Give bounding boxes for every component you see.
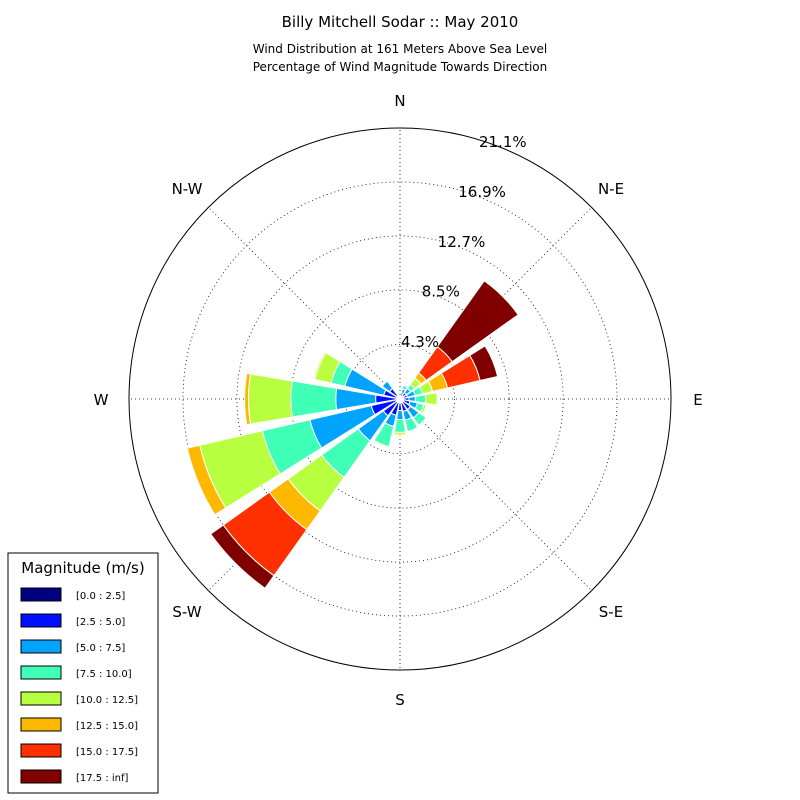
wind-bar-segment <box>424 392 438 406</box>
radial-tick-label: 21.1% <box>479 133 527 151</box>
wind-bar-segment <box>436 280 519 363</box>
wind-bar-segment <box>290 380 338 418</box>
legend-swatch <box>20 665 62 680</box>
legend-label: [17.5 : inf] <box>76 773 129 784</box>
legend-label: [0.0 : 2.5] <box>76 591 125 602</box>
legend-swatch <box>20 639 62 654</box>
radial-tick-label: 12.7% <box>438 233 486 251</box>
legend-label: [2.5 : 5.0] <box>76 617 125 628</box>
legend-label: [10.0 : 12.5] <box>76 695 138 706</box>
legend-swatch <box>20 587 62 602</box>
direction-label: S-E <box>599 603 623 621</box>
spoke-gridline <box>208 207 401 400</box>
legend-title: Magnitude (m/s) <box>21 559 144 577</box>
legend: Magnitude (m/s) [0.0 : 2.5] [2.5 : 5.0] [5… <box>7 552 159 794</box>
ring-gridline <box>182 181 618 617</box>
wind-bar-segment <box>420 403 427 414</box>
wind-bar-segment <box>412 411 427 426</box>
direction-label: W <box>94 391 109 409</box>
chart-subtitle-line-2: Percentage of Wind Magnitude Towards Dir… <box>253 60 547 74</box>
legend-swatch <box>20 743 62 758</box>
wind-bar-segment <box>210 524 275 589</box>
wind-bar-segment <box>372 439 390 449</box>
wind-bar-segment <box>397 395 401 399</box>
legend-label: [15.0 : 17.5] <box>76 747 138 758</box>
direction-label: N-W <box>172 180 203 198</box>
outer-circle <box>128 127 672 671</box>
wind-bar-segment <box>393 431 407 436</box>
wind-bar-segment <box>381 380 394 393</box>
wind-bar-segment <box>393 418 407 433</box>
direction-label: N <box>394 92 405 110</box>
legend-entries: [0.0 : 2.5] [2.5 : 5.0] [5.0 : 7.5] [7.5 : … <box>20 587 138 784</box>
polar-grid <box>128 127 672 671</box>
wind-bars <box>186 280 519 589</box>
wind-bar-segment <box>414 394 427 404</box>
ring-gridline <box>345 344 455 454</box>
legend-swatch <box>20 691 62 706</box>
radial-tick-label: 8.5% <box>422 283 460 301</box>
legend-swatch <box>20 769 62 784</box>
wind-bar-segment <box>404 416 419 433</box>
radial-tick-label: 4.3% <box>401 333 439 351</box>
chart-subtitle-line-1: Wind Distribution at 161 Meters Above Se… <box>253 42 548 56</box>
wind-bar-segment <box>469 345 499 382</box>
legend-label: [5.0 : 7.5] <box>76 643 125 654</box>
direction-label: E <box>693 391 702 409</box>
wind-bar-segment <box>248 373 293 425</box>
wind-bar-segment <box>244 372 252 426</box>
wind-bar-segment <box>396 409 404 421</box>
legend-swatch <box>20 613 62 628</box>
legend-label: [7.5 : 10.0] <box>76 669 132 680</box>
wind-bar-segment <box>186 444 227 516</box>
ring-gridline <box>236 235 564 563</box>
radial-tick-label: 16.9% <box>458 183 506 201</box>
legend-label: [12.5 : 15.0] <box>76 721 138 732</box>
direction-label: N-E <box>598 180 624 198</box>
legend-swatch <box>20 717 62 732</box>
spoke-gridline <box>399 398 592 591</box>
wind-bar-segment <box>313 351 327 380</box>
direction-label: S-W <box>172 603 201 621</box>
polar-labels: N N-E E S-E S S-W W N-W 4.3% 8.5% 12.7% 16.9% 21.1% <box>94 92 703 709</box>
wind-bar-segment <box>401 384 409 391</box>
direction-label: S <box>395 691 405 709</box>
chart-title: Billy Mitchell Sodar :: May 2010 <box>282 13 519 31</box>
